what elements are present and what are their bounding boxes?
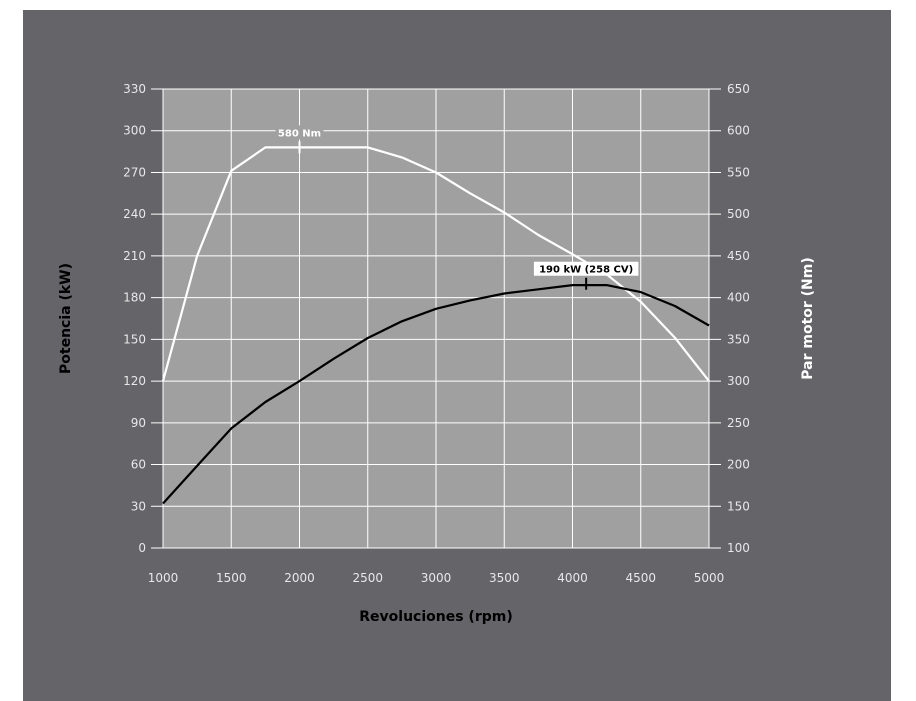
y-left-tick-label: 270: [123, 165, 146, 179]
y-right-tick-label: 350: [727, 332, 750, 346]
x-tick-label: 1000: [148, 571, 179, 585]
y-right-tick-label: 500: [727, 207, 750, 221]
y-left-tick-label: 210: [123, 249, 146, 263]
y-axis-left-title: Potencia (kW): [58, 263, 74, 374]
x-tick-label: 2000: [284, 571, 315, 585]
annotation-box: [533, 261, 639, 276]
y-left-tick-label: 150: [123, 332, 146, 346]
grid: [151, 88, 721, 549]
x-tick-label: 3000: [421, 571, 452, 585]
y-right-tick-label: 300: [727, 374, 750, 388]
y-right-tick-label: 400: [727, 291, 750, 305]
y-right-tick-label: 550: [727, 165, 750, 179]
y-left-tick-label: 90: [131, 416, 146, 430]
x-tick-label: 5000: [694, 571, 725, 585]
y-right-tick-label: 650: [727, 82, 750, 96]
annotations: 580 Nm 190 kW (258 CV): [275, 125, 639, 290]
y-right-tick-label: 150: [727, 499, 750, 513]
y-right-tick-label: 200: [727, 458, 750, 472]
annotation-label: 580 Nm: [278, 128, 321, 139]
y-left-tick-label: 0: [138, 541, 146, 555]
y-right-tick-label: 100: [727, 541, 750, 555]
y-right-tick-label: 600: [727, 124, 750, 138]
x-tick-label: 1500: [216, 571, 247, 585]
power-line: [162, 284, 710, 505]
ticks: 0 100 30 150 60 200 90 250 120 300 150 350 180 400 210…: [123, 82, 750, 585]
y-left-tick-label: 180: [123, 291, 146, 305]
x-axis-title: Revoluciones (rpm): [359, 609, 512, 625]
x-tick-label: 3500: [489, 571, 520, 585]
y-left-tick-label: 120: [123, 374, 146, 388]
y-axis-right-title: Par motor (Nm): [800, 257, 816, 380]
annotation-box: [275, 125, 324, 140]
x-tick-label: 4000: [557, 571, 588, 585]
y-left-tick-label: 330: [123, 82, 146, 96]
y-left-tick-label: 300: [123, 124, 146, 138]
y-left-tick-label: 30: [131, 499, 146, 513]
torque-line: [161, 146, 710, 382]
annotation-label: 190 kW (258 CV): [539, 265, 633, 276]
series-lines: [161, 146, 710, 505]
y-right-tick-label: 250: [727, 416, 750, 430]
y-left-tick-label: 60: [131, 458, 146, 472]
x-tick-label: 4500: [625, 571, 656, 585]
y-left-tick-label: 240: [123, 207, 146, 221]
y-right-tick-label: 450: [727, 249, 750, 263]
x-tick-label: 2500: [352, 571, 383, 585]
